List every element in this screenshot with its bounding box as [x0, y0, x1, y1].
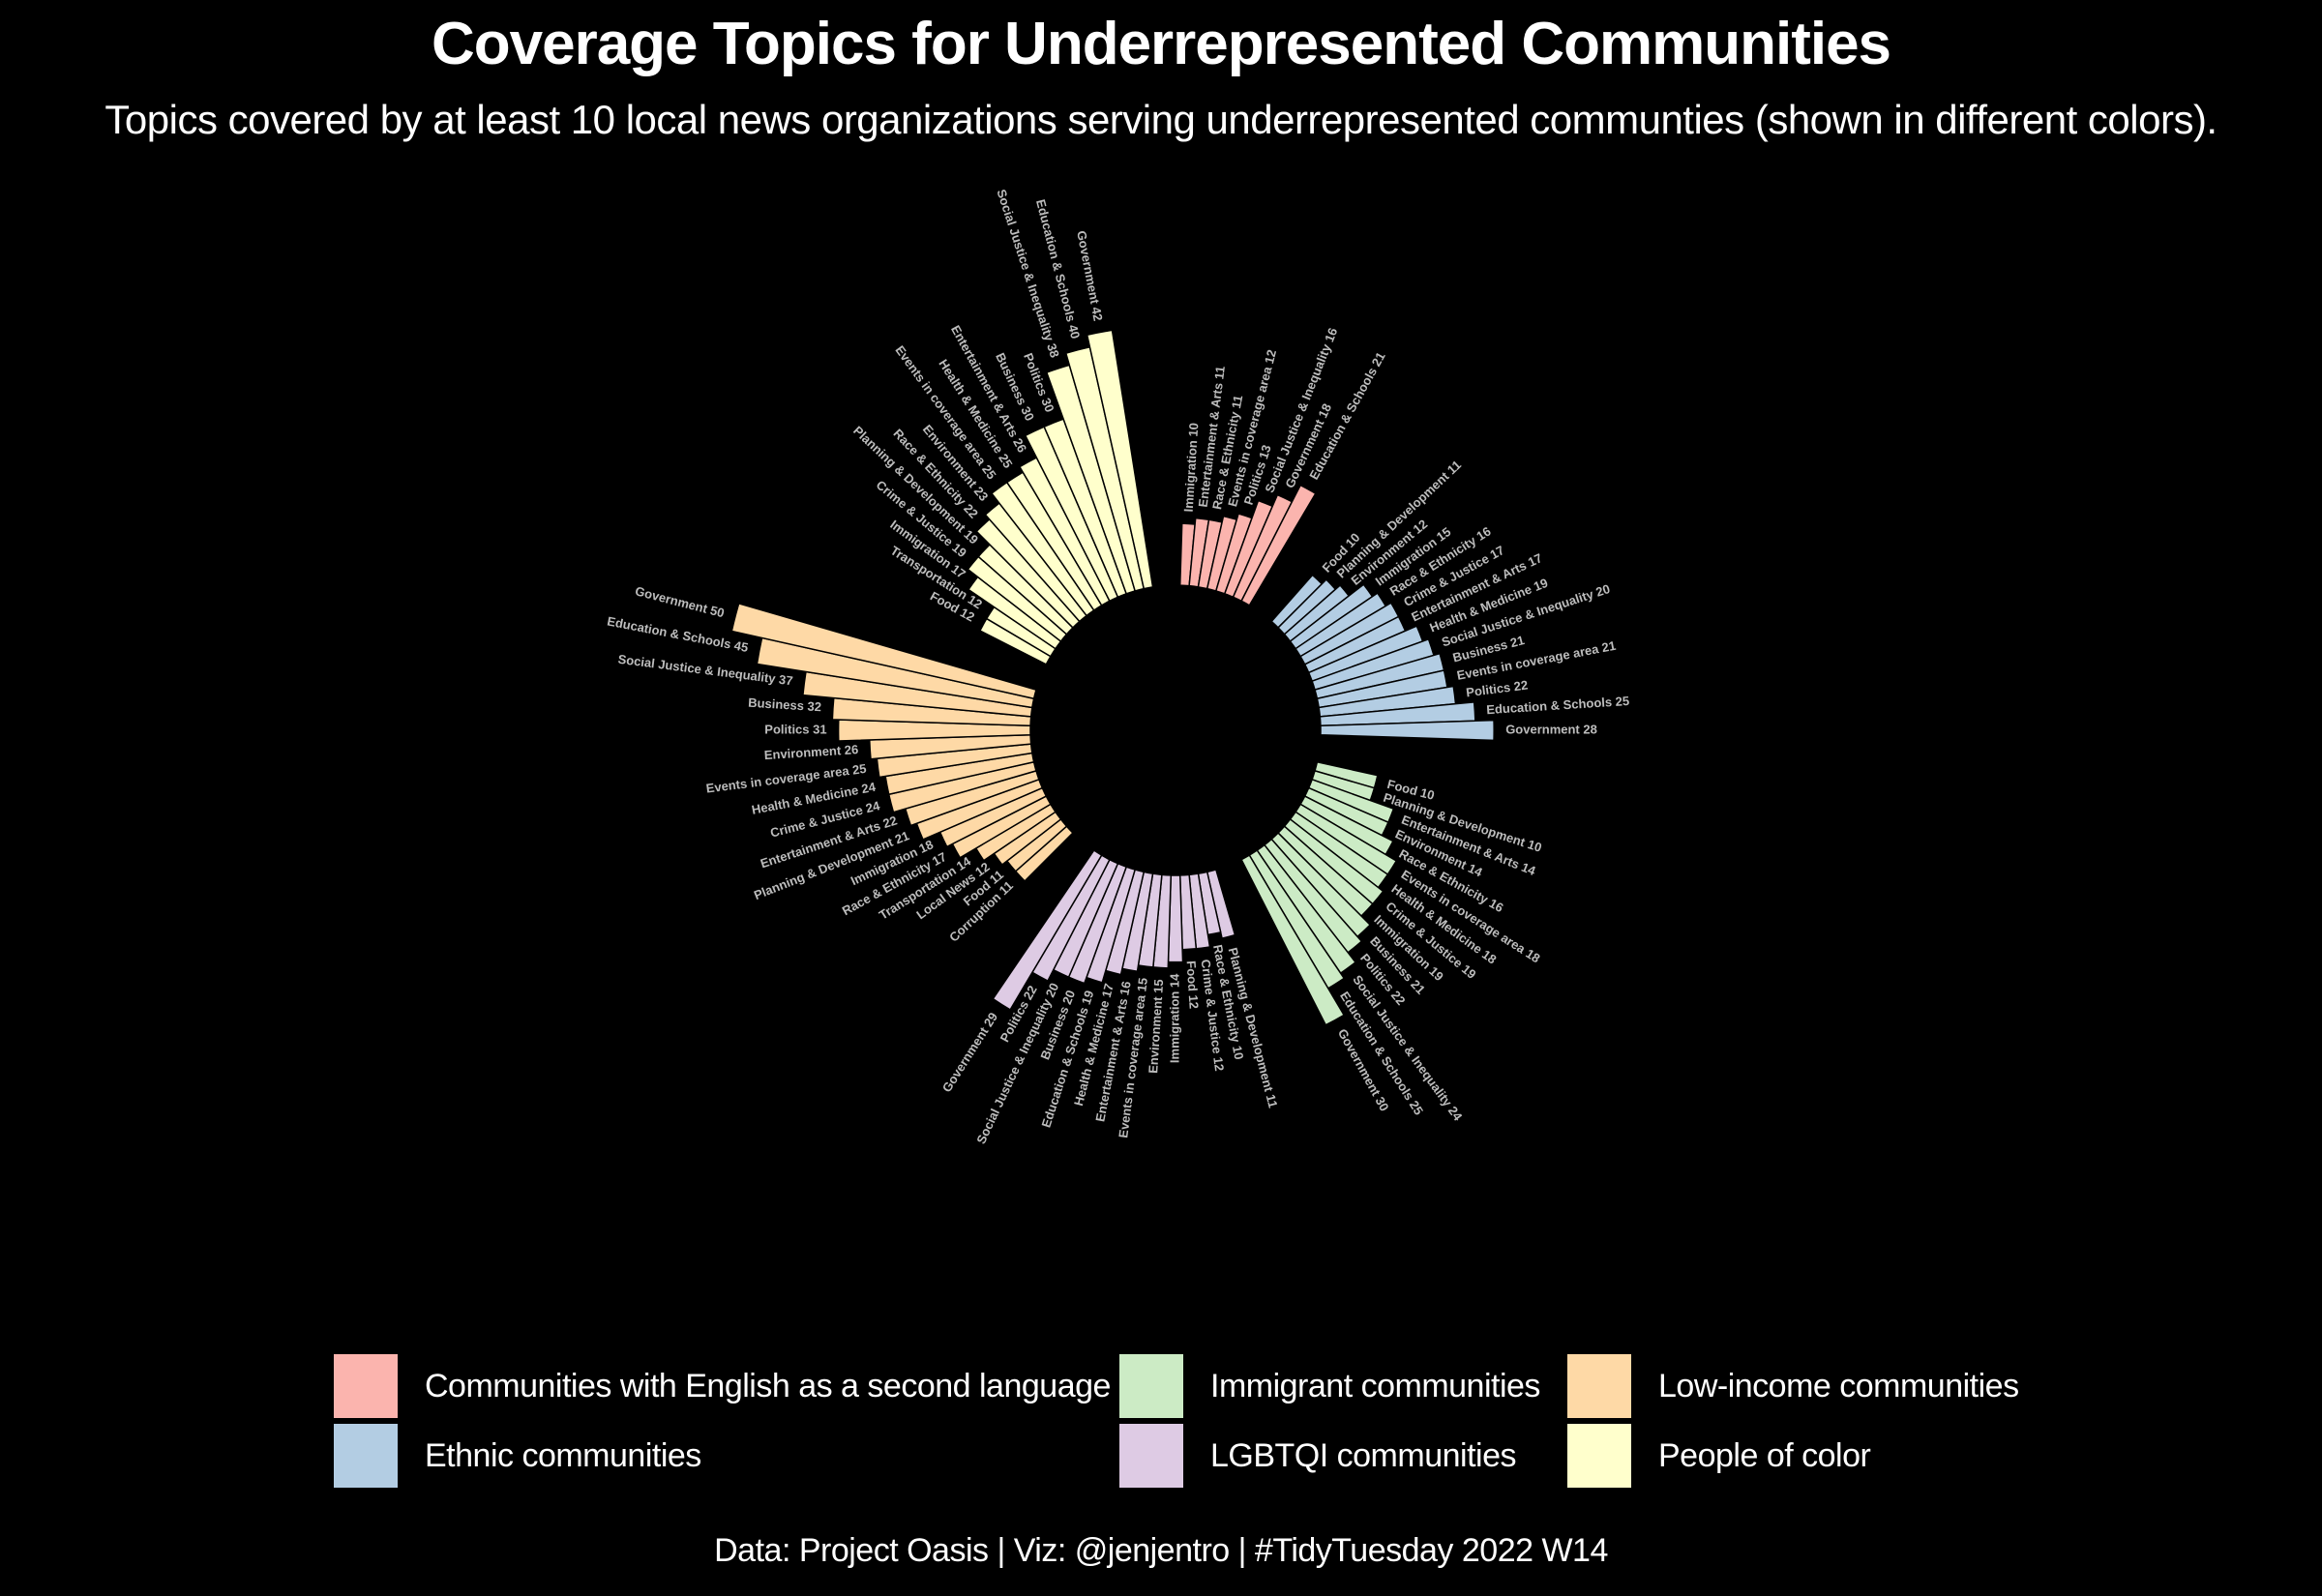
legend: Communities with English as a second lan… — [334, 1354, 2075, 1499]
bar-label-1-12: Education & Schools 25 — [1486, 694, 1630, 717]
bar-label-4-16: Government 50 — [634, 583, 726, 620]
legend-item-ethnic: Ethnic communities — [334, 1424, 701, 1488]
bar-0-7 — [1240, 484, 1317, 606]
bar-4-16 — [730, 602, 1037, 700]
legend-swatch — [334, 1424, 398, 1488]
chart-title: Coverage Topics for Underrepresented Com… — [431, 11, 1891, 77]
chart-subtitle: Topics covered by at least 10 local news… — [104, 97, 2218, 142]
legend-swatch — [334, 1354, 398, 1418]
legend-item-esl: Communities with English as a second lan… — [334, 1354, 1111, 1418]
legend-label: Immigrant communities — [1210, 1367, 1540, 1404]
legend-swatch — [1119, 1354, 1183, 1418]
bar-label-3-13: Government 29 — [939, 1010, 1000, 1095]
legend-label: Communities with English as a second lan… — [425, 1367, 1111, 1404]
legend-label: Low-income communities — [1658, 1367, 2019, 1404]
bar-5-14 — [1086, 329, 1154, 590]
bar-label-4-12: Politics 31 — [764, 722, 826, 736]
legend-item-immigrant: Immigrant communities — [1119, 1354, 1540, 1418]
bar-3-13 — [992, 849, 1103, 1011]
bar-label-1-11: Politics 22 — [1465, 677, 1529, 699]
bar-label-2-13: Government 30 — [1335, 1026, 1392, 1113]
legend-swatch — [1567, 1424, 1631, 1488]
bar-1-13 — [1320, 719, 1495, 742]
chart-caption: Data: Project Oasis | Viz: @jenjentro | … — [714, 1532, 1608, 1569]
bar-label-3-3: Food 12 — [1184, 961, 1202, 1010]
legend-item-low-income: Low-income communities — [1567, 1354, 2019, 1418]
legend-label: People of color — [1658, 1436, 1871, 1474]
bar-label-4-15: Education & Schools 45 — [606, 614, 749, 655]
bar-label-4-11: Environment 26 — [763, 742, 858, 762]
bars-layer — [730, 329, 1495, 1026]
legend-item-lgbtqi: LGBTQI communities — [1119, 1424, 1516, 1488]
bar-label-3-5: Environment 15 — [1146, 979, 1166, 1074]
bar-label-4-13: Business 32 — [748, 695, 822, 715]
legend-swatch — [1567, 1354, 1631, 1418]
legend-swatch — [1119, 1424, 1183, 1488]
bar-label-3-4: Immigration 14 — [1167, 973, 1181, 1063]
legend-label: LGBTQI communities — [1210, 1436, 1516, 1474]
legend-item-people-of-color: People of color — [1567, 1424, 1871, 1488]
bar-label-1-13: Government 28 — [1505, 722, 1597, 736]
bar-label-0-0: Immigration 10 — [1181, 423, 1202, 513]
bar-label-5-14: Government 42 — [1074, 229, 1105, 322]
legend-label: Ethnic communities — [425, 1436, 701, 1474]
bar-3-0 — [1206, 869, 1236, 939]
bar-2-13 — [1240, 854, 1346, 1026]
